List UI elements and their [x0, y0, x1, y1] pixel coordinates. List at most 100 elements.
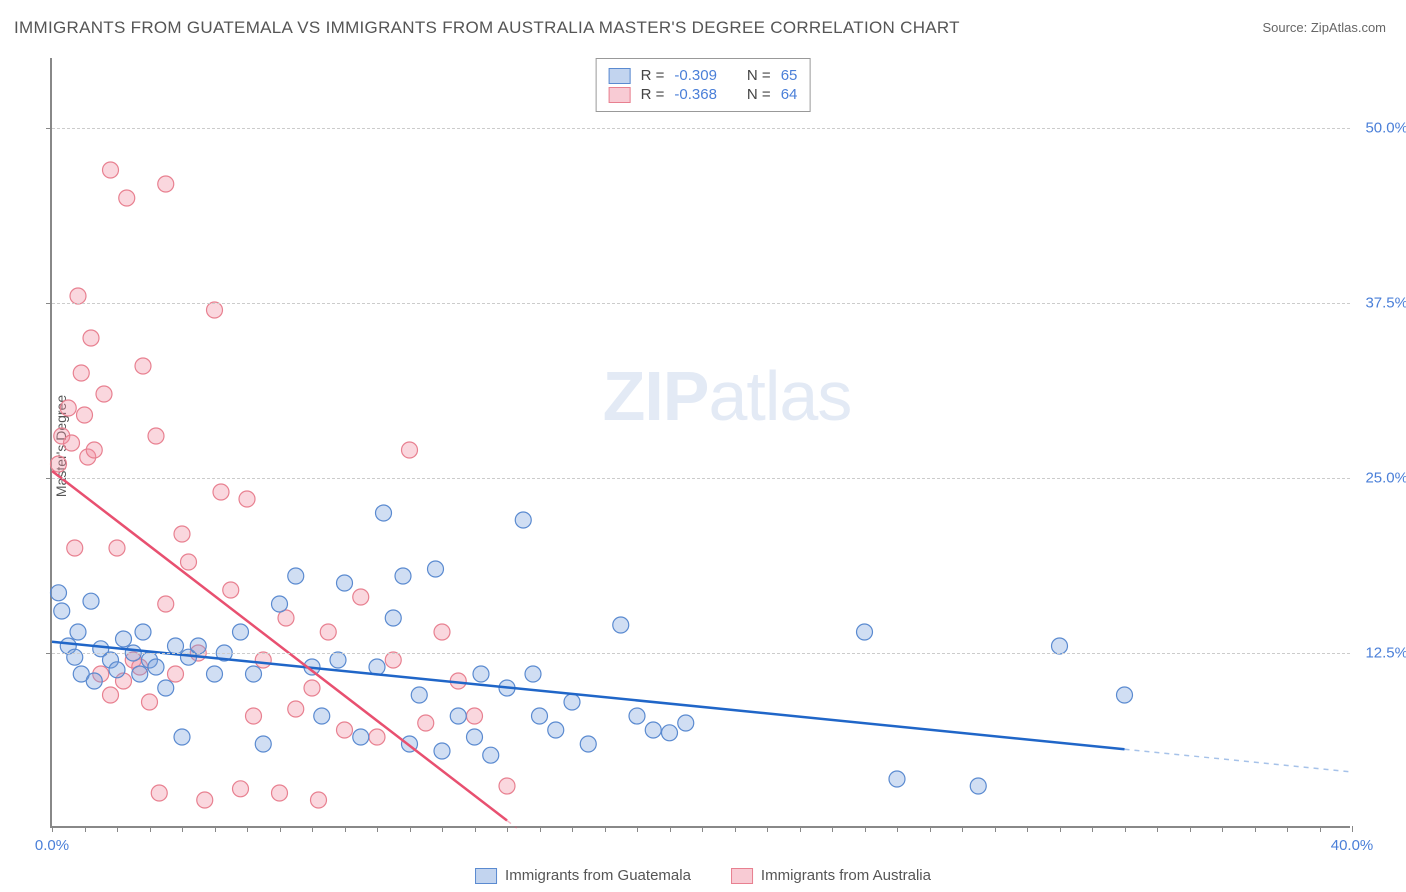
n-label: N =: [747, 86, 771, 103]
scatter-point: [239, 491, 255, 507]
scatter-point: [67, 540, 83, 556]
gridline: [52, 128, 1350, 129]
x-tick: [767, 826, 768, 832]
source-label: Source: ZipAtlas.com: [1262, 20, 1386, 35]
scatter-point: [857, 624, 873, 640]
x-tick: [670, 826, 671, 832]
scatter-point: [613, 617, 629, 633]
scatter-point: [223, 582, 239, 598]
x-tick: [637, 826, 638, 832]
gridline: [52, 303, 1350, 304]
x-tick: [117, 826, 118, 832]
x-tick: [1190, 826, 1191, 832]
scatter-point: [83, 593, 99, 609]
scatter-point: [376, 505, 392, 521]
scatter-point: [51, 456, 67, 472]
scatter-point: [515, 512, 531, 528]
y-tick-label: 37.5%: [1365, 295, 1406, 312]
x-tick: [1320, 826, 1321, 832]
scatter-point: [132, 666, 148, 682]
scatter-point: [86, 673, 102, 689]
scatter-point: [135, 358, 151, 374]
trend-line-dashed: [1125, 749, 1353, 772]
x-tick: [150, 826, 151, 832]
scatter-point: [60, 400, 76, 416]
y-tick: [46, 478, 52, 479]
y-tick: [46, 128, 52, 129]
scatter-point: [337, 722, 353, 738]
scatter-point: [499, 778, 515, 794]
x-tick: [540, 826, 541, 832]
scatter-point: [678, 715, 694, 731]
r-value: -0.309: [674, 67, 717, 84]
x-tick: [930, 826, 931, 832]
scatter-point: [213, 484, 229, 500]
scatter-point: [395, 568, 411, 584]
scatter-point: [168, 666, 184, 682]
r-value: -0.368: [674, 86, 717, 103]
scatter-point: [96, 386, 112, 402]
scatter-point: [369, 729, 385, 745]
scatter-point: [434, 624, 450, 640]
scatter-point: [564, 694, 580, 710]
scatter-point: [450, 708, 466, 724]
scatter-point: [272, 596, 288, 612]
x-tick-label: 40.0%: [1331, 837, 1374, 854]
scatter-point: [889, 771, 905, 787]
x-tick: [1222, 826, 1223, 832]
scatter-point: [411, 687, 427, 703]
scatter-point: [181, 554, 197, 570]
scatter-point: [103, 162, 119, 178]
x-tick: [215, 826, 216, 832]
x-tick: [182, 826, 183, 832]
legend-swatch: [609, 68, 631, 84]
scatter-point: [434, 743, 450, 759]
x-tick: [897, 826, 898, 832]
n-label: N =: [747, 67, 771, 84]
x-tick: [85, 826, 86, 832]
scatter-point: [330, 652, 346, 668]
legend-row: R =-0.309N =65: [609, 67, 798, 84]
scatter-point: [1052, 638, 1068, 654]
x-tick: [1092, 826, 1093, 832]
x-tick: [865, 826, 866, 832]
scatter-point: [1117, 687, 1133, 703]
scatter-point: [158, 596, 174, 612]
r-label: R =: [641, 86, 665, 103]
scatter-point: [645, 722, 661, 738]
legend-item: Immigrants from Guatemala: [475, 867, 691, 884]
scatter-point: [255, 652, 271, 668]
plot-area: ZIPatlas 12.5%25.0%37.5%50.0%0.0%40.0%: [50, 58, 1350, 828]
scatter-point: [151, 785, 167, 801]
scatter-point: [51, 585, 67, 601]
legend-swatch: [475, 868, 497, 884]
x-tick: [1060, 826, 1061, 832]
scatter-point: [483, 747, 499, 763]
scatter-point: [119, 190, 135, 206]
legend-item: Immigrants from Australia: [731, 867, 931, 884]
scatter-point: [233, 624, 249, 640]
x-tick-label: 0.0%: [35, 837, 69, 854]
chart-svg: [52, 58, 1350, 826]
scatter-point: [288, 568, 304, 584]
chart-title: IMMIGRANTS FROM GUATEMALA VS IMMIGRANTS …: [14, 18, 960, 38]
scatter-point: [467, 708, 483, 724]
legend-swatch: [609, 87, 631, 103]
scatter-point: [662, 725, 678, 741]
x-tick: [702, 826, 703, 832]
scatter-point: [116, 631, 132, 647]
scatter-point: [73, 365, 89, 381]
scatter-point: [70, 288, 86, 304]
scatter-point: [418, 715, 434, 731]
x-tick: [442, 826, 443, 832]
scatter-point: [148, 428, 164, 444]
scatter-point: [314, 708, 330, 724]
scatter-point: [158, 176, 174, 192]
scatter-point: [580, 736, 596, 752]
x-tick: [312, 826, 313, 832]
scatter-point: [428, 561, 444, 577]
correlation-legend: R =-0.309N =65R =-0.368N =64: [596, 58, 811, 112]
x-tick: [475, 826, 476, 832]
scatter-point: [67, 649, 83, 665]
x-tick: [52, 826, 53, 832]
